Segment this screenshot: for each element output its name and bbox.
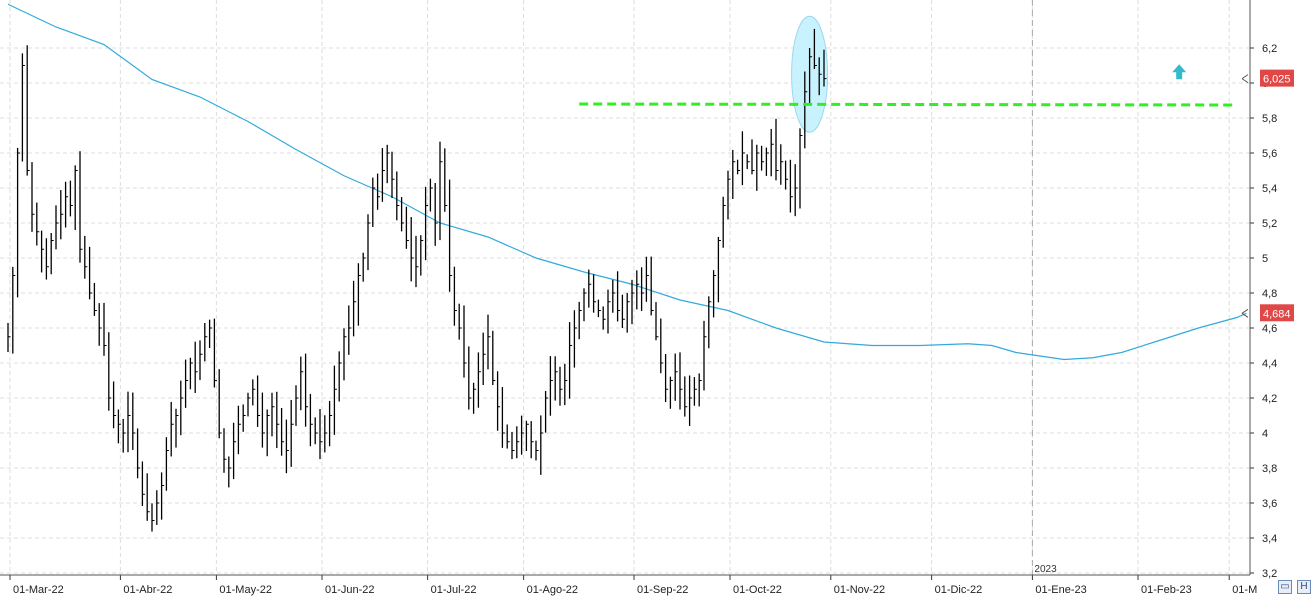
sma-value-badge-box [1260, 304, 1294, 322]
x-tick-label: 01-Nov-22 [834, 584, 885, 596]
grid [0, 0, 1250, 575]
y-tick-label: 4,8 [1262, 288, 1277, 300]
y-tick-label: 5 [1262, 253, 1268, 265]
y-tick-label: 5,8 [1262, 113, 1277, 125]
y-tick-label: 3,8 [1262, 463, 1277, 475]
x-tick-label: 01-May-22 [219, 584, 272, 596]
y-tick-label: 4,6 [1262, 323, 1277, 335]
x-tick-label: 01-Oct-22 [733, 584, 782, 596]
window-icon[interactable]: ▭ [1278, 580, 1292, 594]
y-tick-label: 3,4 [1262, 533, 1277, 545]
x-tick-label: 01-Feb-23 [1141, 584, 1192, 596]
axes: 3,23,43,63,844,24,44,64,855,25,45,65,866… [0, 0, 1277, 596]
x-tick-label: 01-Mar-22 [13, 584, 64, 596]
last-price-badge-box [1260, 69, 1294, 87]
x-tick-label: 01-Jun-22 [325, 584, 375, 596]
resistance-line [579, 102, 1237, 107]
h-button[interactable]: H [1297, 580, 1311, 594]
x-tick-label: 01-Abr-22 [123, 584, 172, 596]
x-tick-label: 01-M [1232, 584, 1257, 596]
moving-average [7, 3, 1247, 361]
y-tick-label: 4,2 [1262, 393, 1277, 405]
resistance-dashed-line [579, 102, 1237, 107]
year-label: 2023 [1034, 564, 1057, 575]
x-tick-label: 01-Jul-22 [431, 584, 477, 596]
x-tick-label: 01-Dic-22 [935, 584, 983, 596]
y-tick-label: 4 [1262, 428, 1268, 440]
y-tick-label: 6,2 [1262, 43, 1277, 55]
last-price-badge-pointer [1241, 74, 1249, 84]
y-tick-label: 3,2 [1262, 568, 1277, 580]
up-arrow-icon [1172, 64, 1187, 80]
price-bars [7, 28, 827, 532]
y-tick-label: 4,4 [1262, 358, 1277, 370]
last-price-badge-text: 6,025 [1263, 74, 1291, 86]
x-tick-label: 01-Ago-22 [527, 584, 578, 596]
y-tick-label: 3,6 [1262, 498, 1277, 510]
sma-value-badge-pointer [1241, 308, 1249, 318]
y-tick-label: 5,6 [1262, 148, 1277, 160]
sma-line [7, 3, 1247, 361]
x-tick-label: 01-Ene-23 [1035, 584, 1086, 596]
sma-value-badge-text: 4,684 [1263, 308, 1291, 320]
x-tick-label: 01-Sep-22 [637, 584, 688, 596]
y-tick-label: 5,2 [1262, 218, 1277, 230]
y-tick-label: 5,4 [1262, 183, 1277, 195]
value-labels: 6,025 4,684 [1172, 64, 1294, 322]
